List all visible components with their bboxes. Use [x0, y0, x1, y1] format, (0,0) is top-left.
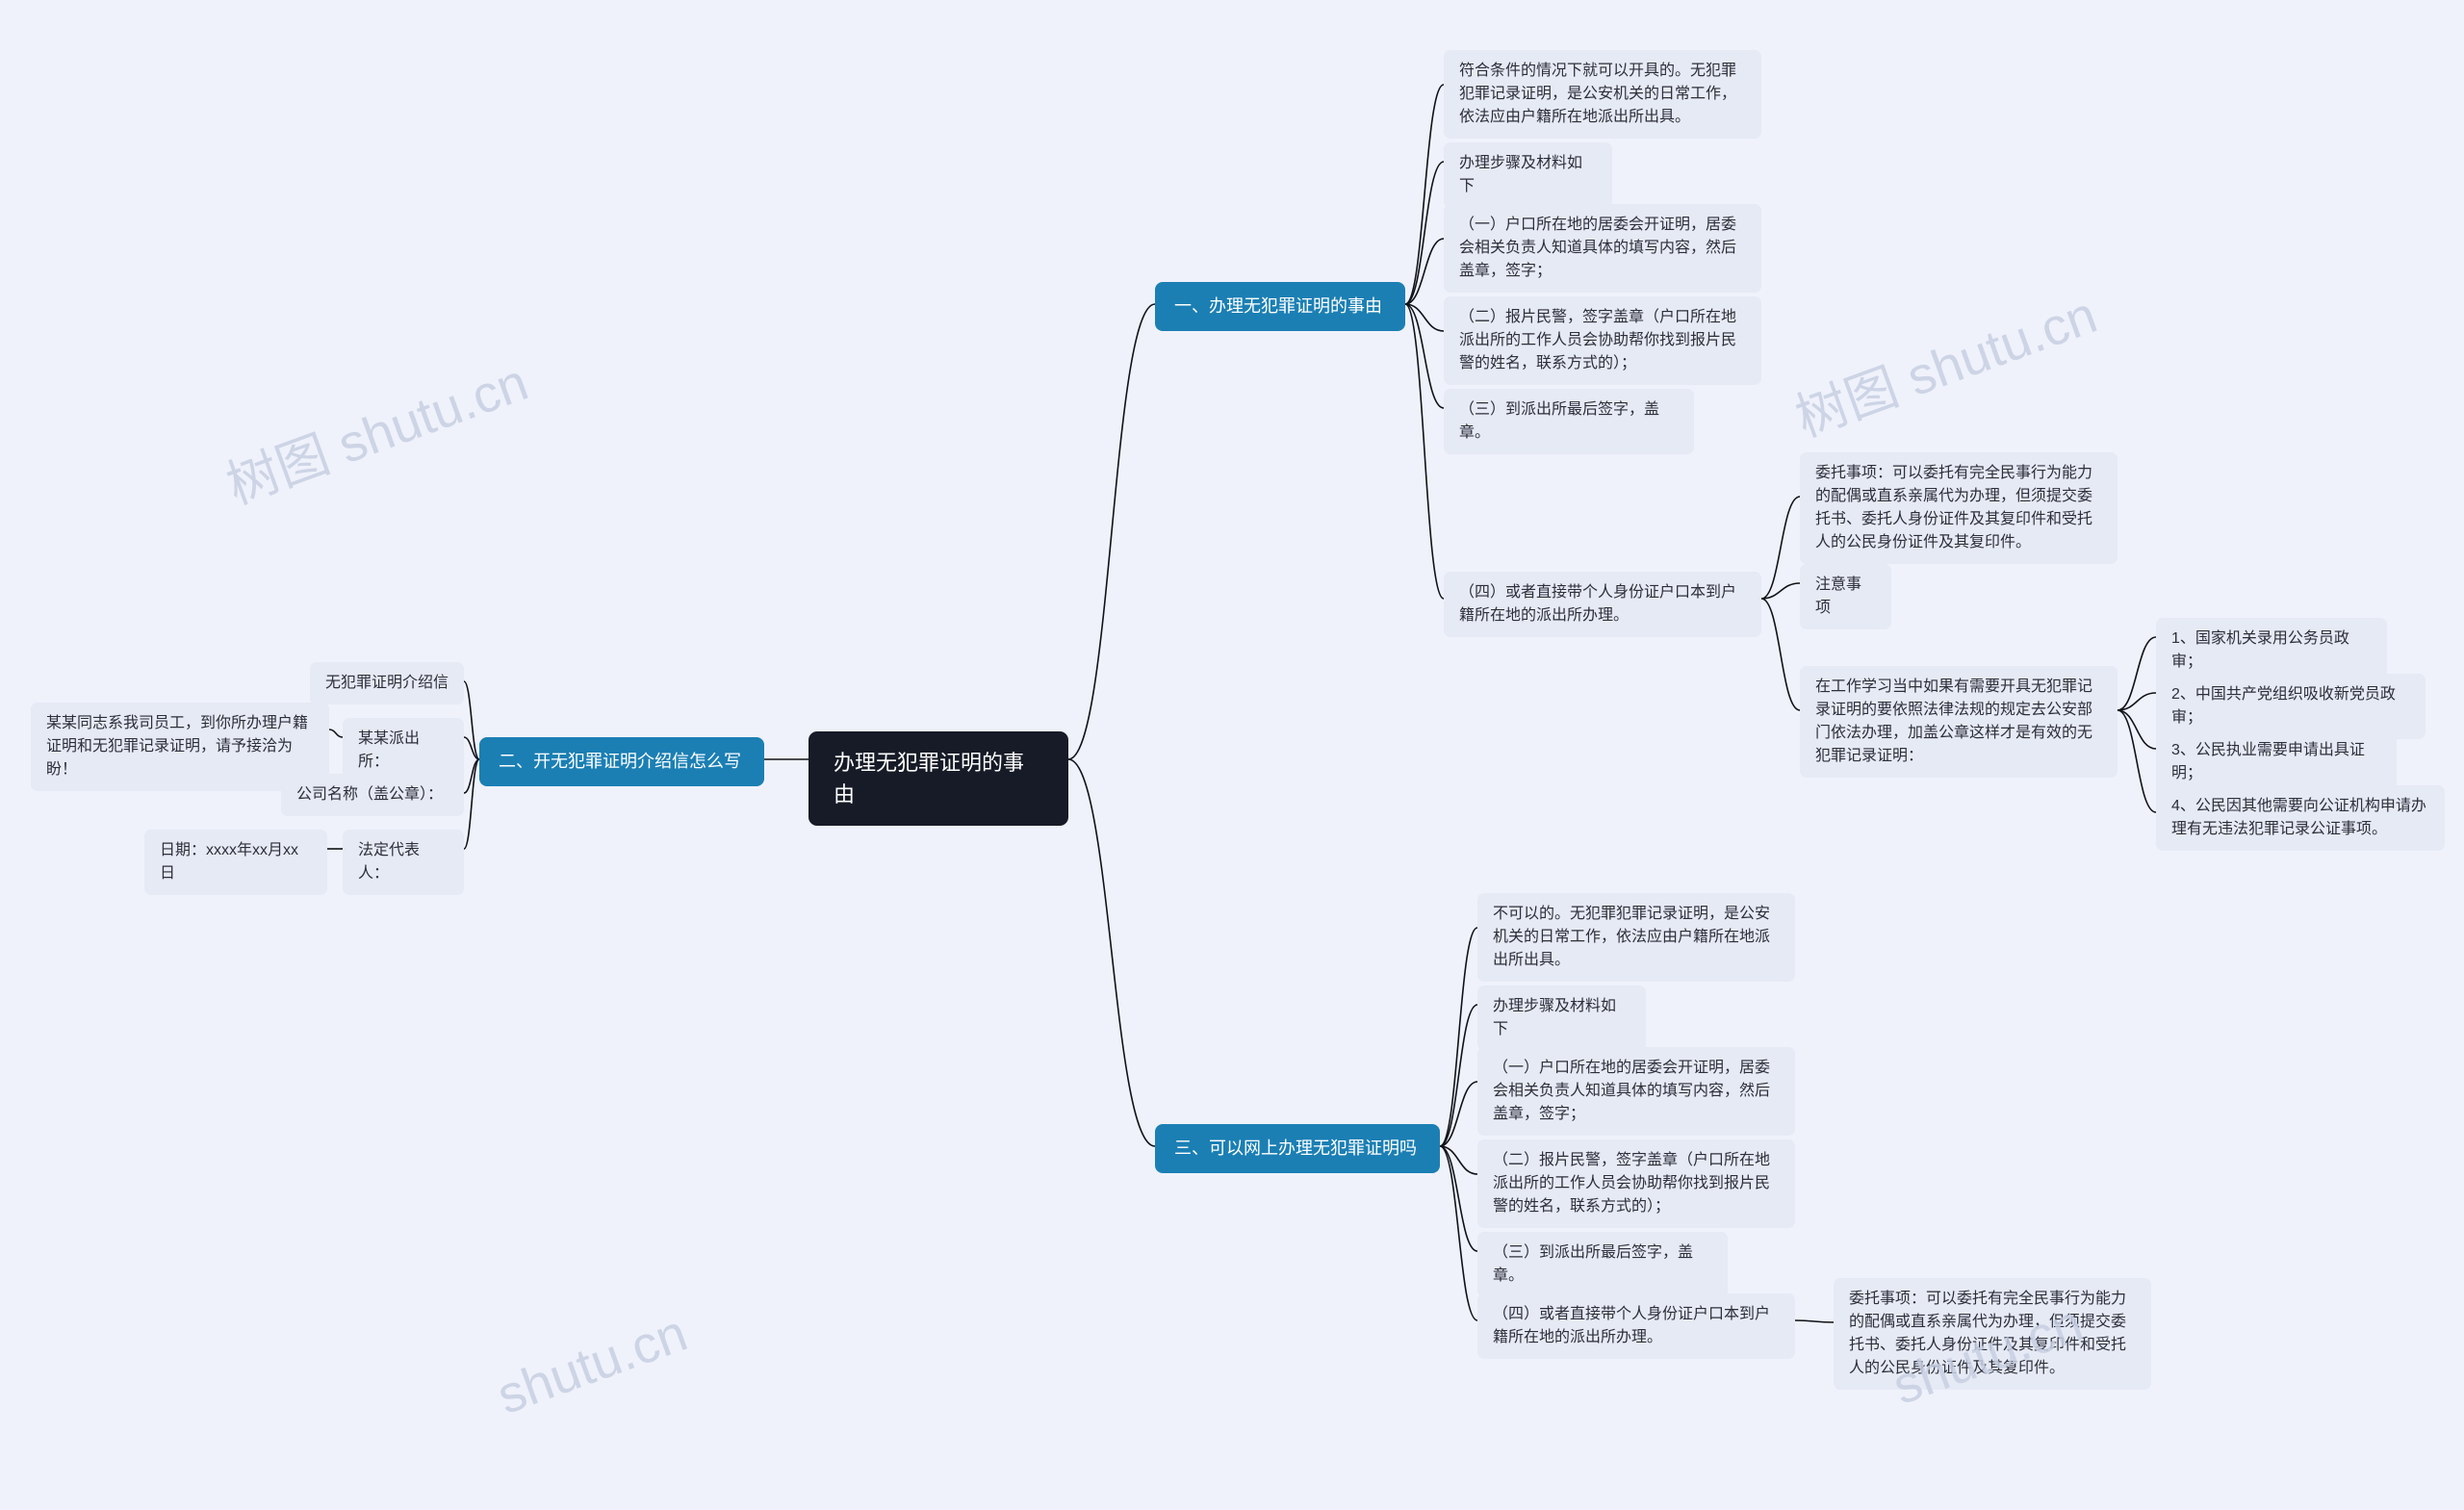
leaf-b3c2: 办理步骤及材料如下 [1477, 985, 1646, 1051]
leaf-b1c6c: 在工作学习当中如果有需要开具无犯罪记录证明的要依照法律法规的规定去公安部门依法办… [1800, 666, 2118, 778]
leaf-b2c1: 无犯罪证明介绍信 [310, 662, 464, 704]
leaf-b3c1: 不可以的。无犯罪犯罪记录证明，是公安机关的日常工作，依法应由户籍所在地派出所出具… [1477, 893, 1795, 982]
leaf-b1c6b: 注意事项 [1800, 564, 1891, 629]
leaf-b3c5: （三）到派出所最后签字，盖章。 [1477, 1232, 1728, 1297]
leaf-b2c4a: 日期：xxxx年xx月xx日 [144, 830, 327, 895]
leaf-b2c3: 公司名称（盖公章）： [281, 774, 464, 816]
leaf-b3c6: （四）或者直接带个人身份证户口本到户籍所在地的派出所办理。 [1477, 1293, 1795, 1359]
leaf-b3c6a: 委托事项：可以委托有完全民事行为能力的配偶或直系亲属代为办理，但须提交委托书、委… [1834, 1278, 2151, 1390]
root-node: 办理无犯罪证明的事由 [808, 731, 1068, 826]
branch-b1: 一、办理无犯罪证明的事由 [1155, 282, 1405, 331]
mindmap-canvas: 办理无犯罪证明的事由 一、办理无犯罪证明的事由 符合条件的情况下就可以开具的。无犯罪… [0, 0, 2464, 1510]
watermark: 树图 shutu.cn [215, 340, 536, 519]
leaf-b1c6c4: 4、公民因其他需要向公证机构申请办理有无违法犯罪记录公证事项。 [2156, 785, 2445, 851]
leaf-b1c2: 办理步骤及材料如下 [1444, 142, 1612, 208]
leaf-b1c3: （一）户口所在地的居委会开证明，居委会相关负责人知道具体的填写内容，然后盖章，签… [1444, 204, 1761, 293]
leaf-b3c3: （一）户口所在地的居委会开证明，居委会相关负责人知道具体的填写内容，然后盖章，签… [1477, 1047, 1795, 1136]
watermark: 树图 shutu.cn [1784, 272, 2105, 451]
leaf-b1c4: （二）报片民警，签字盖章（户口所在地派出所的工作人员会协助帮你找到报片民警的姓名… [1444, 296, 1761, 385]
leaf-b1c5: （三）到派出所最后签字，盖章。 [1444, 389, 1694, 454]
leaf-b1c6a: 委托事项：可以委托有完全民事行为能力的配偶或直系亲属代为办理，但须提交委托书、委… [1800, 452, 2118, 564]
branch-b2: 二、开无犯罪证明介绍信怎么写 [479, 737, 764, 786]
watermark: shutu.cn [490, 1303, 695, 1426]
leaf-b1c1: 符合条件的情况下就可以开具的。无犯罪犯罪记录证明，是公安机关的日常工作，依法应由… [1444, 50, 1761, 139]
leaf-b2c4: 法定代表人： [343, 830, 464, 895]
branch-b3: 三、可以网上办理无犯罪证明吗 [1155, 1124, 1440, 1173]
leaf-b3c4: （二）报片民警，签字盖章（户口所在地派出所的工作人员会协助帮你找到报片民警的姓名… [1477, 1139, 1795, 1228]
leaf-b1c6: （四）或者直接带个人身份证户口本到户籍所在地的派出所办理。 [1444, 572, 1761, 637]
